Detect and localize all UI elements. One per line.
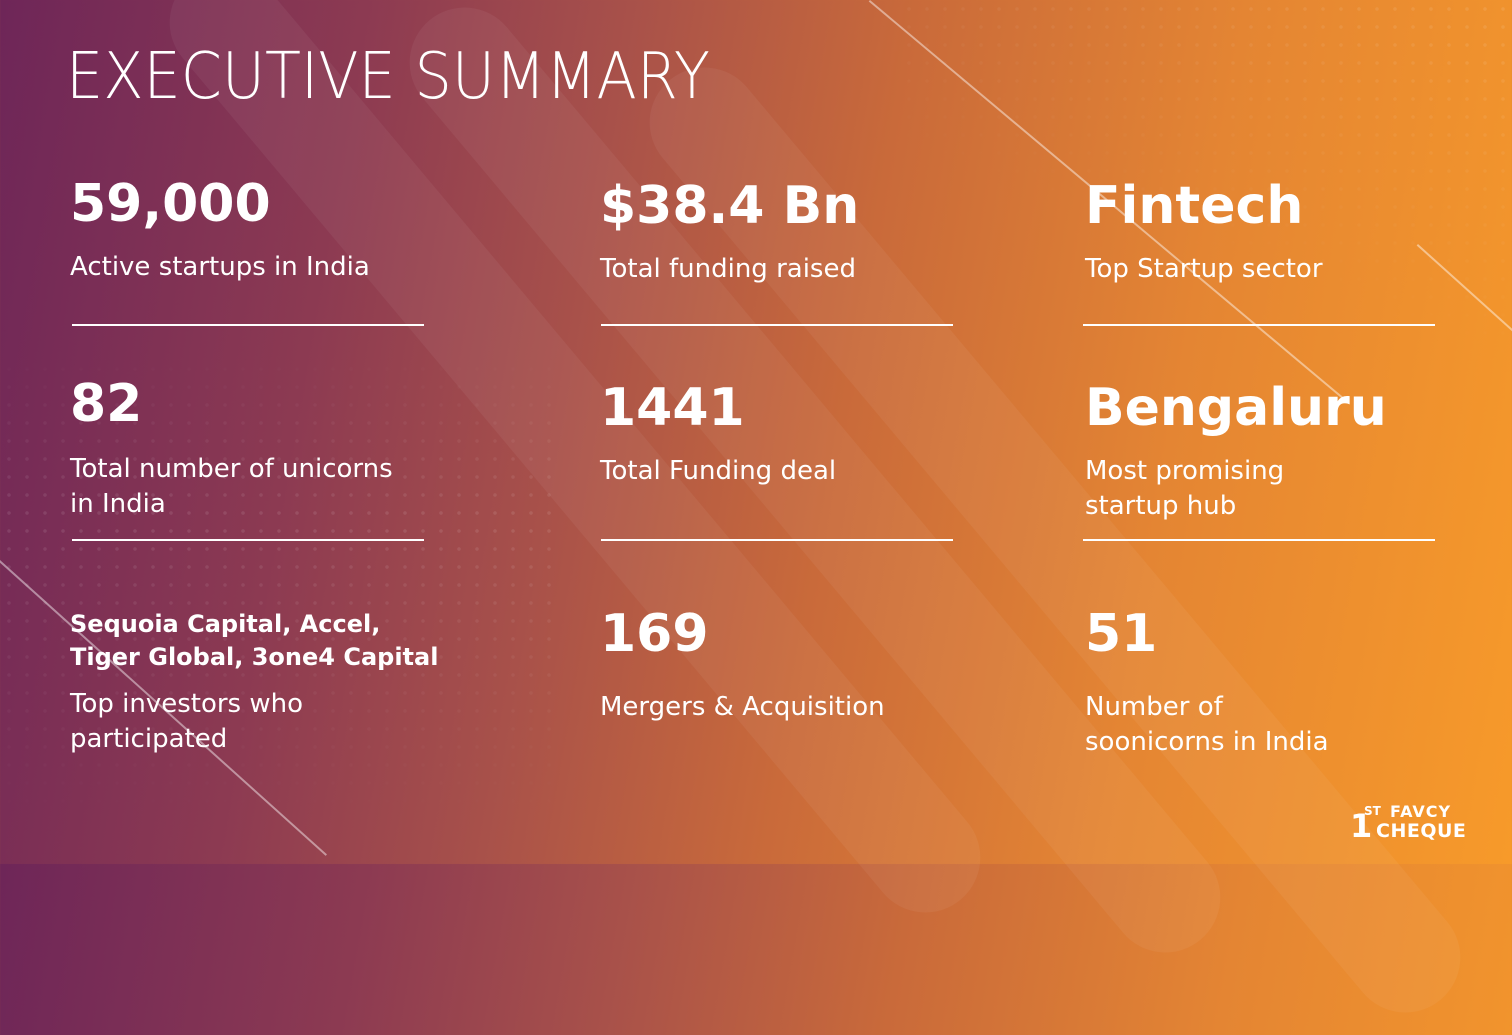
page-title: EXECUTIVE SUMMARY (66, 40, 710, 114)
stat-label: Top Startup sector (1085, 254, 1323, 284)
stat-value: 59,000 (70, 174, 271, 234)
stat-label: Total Funding deal (600, 456, 837, 486)
stat-label-line: participated (70, 724, 228, 755)
stat-value: Bengaluru (1085, 378, 1387, 438)
stat-value: Fintech (1085, 176, 1304, 236)
logo-cheque: CHEQUE (1376, 820, 1467, 842)
stat-value: 169 (600, 604, 709, 664)
stat-total-funding: $38.4 Bn Total funding raised (600, 180, 960, 287)
divider (601, 539, 953, 541)
stat-startup-hub: Bengaluru Most promising startup hub (1085, 382, 1445, 524)
logo-one: 1 (1350, 807, 1373, 845)
stat-value: Sequoia Capital, Accel, Tiger Global, 3o… (70, 608, 450, 673)
divider (1083, 539, 1435, 541)
stat-soonicorns: 51 Number of soonicorns in India (1085, 608, 1445, 760)
stat-label-line: soonicorns in India (1085, 727, 1329, 757)
stat-value: 51 (1085, 604, 1158, 664)
investor-line: Tiger Global, 3one4 Capital (70, 642, 439, 671)
favcy-1st-cheque-logo: 1 ST FAVCY CHEQUE (1350, 800, 1466, 846)
divider (1083, 324, 1435, 326)
stat-label: Number of soonicorns in India (1085, 690, 1445, 760)
stat-label-line: Total number of unicorns (70, 454, 393, 484)
stat-unicorns: 82 Total number of unicorns in India (70, 378, 430, 522)
investor-line: Sequoia Capital, Accel, (70, 610, 381, 638)
logo-st: ST (1364, 804, 1381, 818)
divider (601, 324, 953, 326)
stat-value: 82 (70, 374, 143, 434)
stat-label: Active startups in India (70, 252, 370, 282)
stat-label-line: Most promising (1085, 456, 1285, 486)
stat-label: Total number of unicorns in India (70, 452, 430, 522)
stat-value: $38.4 Bn (600, 176, 860, 236)
stat-label-line: in India (70, 489, 166, 519)
stat-label-line: startup hub (1085, 491, 1237, 521)
stat-funding-deals: 1441 Total Funding deal (600, 382, 960, 489)
logo-favcy: FAVCY (1390, 802, 1452, 821)
divider (72, 539, 424, 541)
stat-value: 1441 (600, 378, 745, 438)
stat-label-line: Top investors who (70, 689, 304, 720)
stat-label: Top investors who participated (70, 687, 450, 757)
stat-label: Mergers & Acquisition (600, 692, 885, 722)
stat-top-investors: Sequoia Capital, Accel, Tiger Global, 3o… (70, 608, 450, 757)
stat-label-line: Number of (1085, 692, 1223, 722)
stat-label: Total funding raised (600, 254, 856, 284)
stat-mergers: 169 Mergers & Acquisition (600, 608, 960, 725)
stat-top-sector: Fintech Top Startup sector (1085, 180, 1445, 287)
stat-label: Most promising startup hub (1085, 454, 1445, 524)
stat-active-startups: 59,000 Active startups in India (70, 178, 430, 285)
divider (72, 324, 424, 326)
